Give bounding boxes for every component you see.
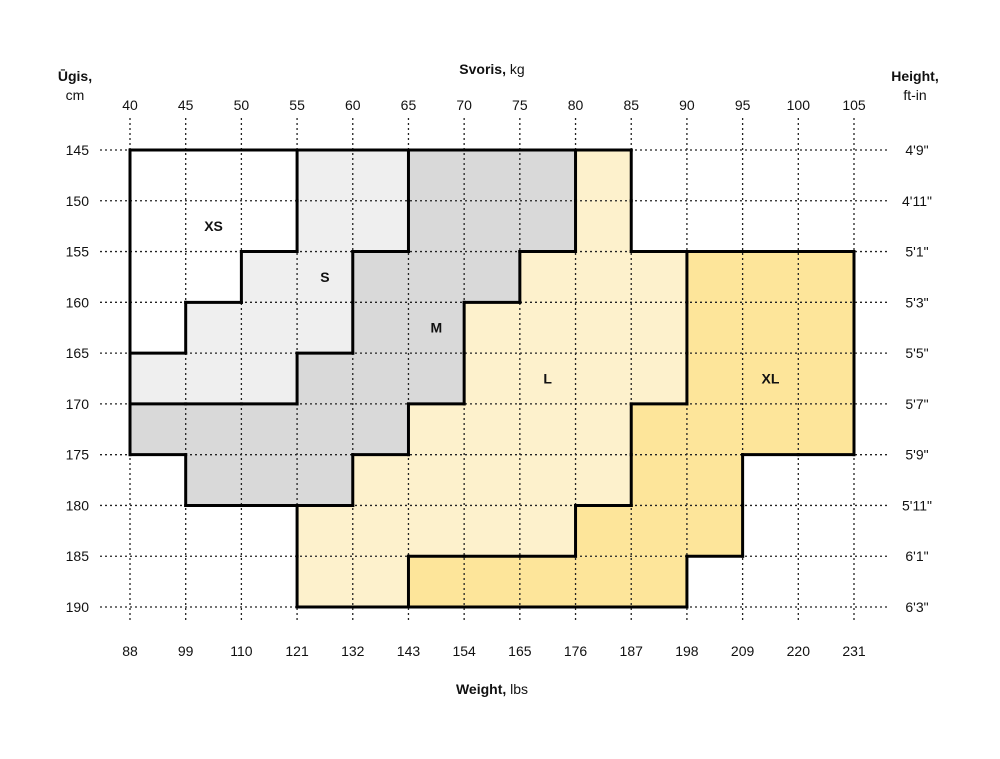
size-band-m <box>130 403 409 455</box>
x-axis-title-lbs-unit: lbs <box>506 681 528 697</box>
size-band-xl <box>686 353 854 404</box>
size-band-xs <box>130 150 298 201</box>
x-tick-lbs: 165 <box>508 643 532 659</box>
x-tick-lbs: 176 <box>564 643 588 659</box>
y-tick-ftin: 4'11" <box>902 193 932 209</box>
y-axis-title-cm: Ūgis, <box>58 68 92 84</box>
y-tick-ftin: 5'7" <box>905 396 928 412</box>
x-tick-lbs: 231 <box>842 643 866 659</box>
x-tick-kg: 60 <box>345 97 361 113</box>
x-tick-lbs: 99 <box>178 643 194 659</box>
y-tick-ftin: 5'5" <box>905 345 928 361</box>
y-tick-cm: 160 <box>66 294 90 310</box>
x-tick-lbs: 187 <box>620 643 644 659</box>
size-band-xl <box>575 505 743 557</box>
size-band-s <box>130 353 298 404</box>
size-band-s <box>185 302 353 354</box>
y-tick-ftin: 5'11" <box>902 497 932 513</box>
y-tick-ftin: 5'9" <box>905 447 928 463</box>
size-label-s: S <box>320 269 329 285</box>
y-axis-title-ftin: Height, <box>891 68 938 84</box>
y-tick-cm: 175 <box>66 447 90 463</box>
x-tick-lbs: 220 <box>787 643 811 659</box>
y-tick-ftin: 6'3" <box>905 599 928 615</box>
y-tick-cm: 170 <box>66 396 90 412</box>
x-tick-lbs: 209 <box>731 643 755 659</box>
x-tick-kg: 105 <box>842 97 866 113</box>
y-tick-ftin: 4'9" <box>905 142 928 158</box>
y-tick-ftin: 6'1" <box>905 548 928 564</box>
size-band-xs <box>130 200 298 252</box>
x-tick-lbs: 132 <box>341 643 365 659</box>
y-tick-ftin: 5'3" <box>905 294 928 310</box>
y-tick-cm: 190 <box>66 599 90 615</box>
size-band-m <box>408 150 576 201</box>
x-axis-title-kg-unit: kg <box>506 61 525 77</box>
x-tick-kg: 70 <box>456 97 472 113</box>
y-tick-cm: 145 <box>66 142 90 158</box>
size-band-xs <box>130 302 186 354</box>
y-axis-unit-ftin: ft-in <box>903 87 926 103</box>
x-tick-kg: 100 <box>787 97 811 113</box>
x-tick-kg: 85 <box>623 97 639 113</box>
y-tick-cm: 180 <box>66 497 90 513</box>
y-tick-ftin: 5'1" <box>905 244 928 260</box>
size-band-l <box>519 251 687 303</box>
x-tick-kg: 55 <box>289 97 305 113</box>
size-band-l <box>297 505 576 557</box>
size-label-l: L <box>543 371 552 387</box>
size-band-l <box>575 200 632 252</box>
size-band-xl <box>631 454 743 506</box>
x-tick-kg: 50 <box>234 97 250 113</box>
x-axis-title-kg-bold: Svoris, <box>459 61 506 77</box>
size-label-xs: XS <box>204 218 223 234</box>
x-tick-kg: 40 <box>122 97 138 113</box>
x-tick-lbs: 121 <box>285 643 309 659</box>
size-band-l <box>352 454 632 506</box>
x-tick-kg: 75 <box>512 97 528 113</box>
y-tick-cm: 165 <box>66 345 90 361</box>
y-tick-cm: 185 <box>66 548 90 564</box>
x-tick-lbs: 143 <box>397 643 421 659</box>
x-tick-kg: 95 <box>735 97 751 113</box>
x-tick-lbs: 154 <box>452 643 476 659</box>
y-tick-cm: 150 <box>66 193 90 209</box>
size-band-xl <box>408 556 687 607</box>
x-axis-title-lbs: Weight, lbs <box>456 681 528 697</box>
x-axis-title-kg: Svoris, kg <box>459 61 524 77</box>
size-label-xl: XL <box>762 371 780 387</box>
size-label-m: M <box>430 320 442 336</box>
x-tick-kg: 45 <box>178 97 194 113</box>
x-tick-lbs: 198 <box>675 643 699 659</box>
size-band-m <box>185 454 353 506</box>
x-tick-lbs: 88 <box>122 643 138 659</box>
x-tick-lbs: 110 <box>230 643 253 659</box>
size-band-xl <box>686 251 854 303</box>
size-band-m <box>408 200 576 252</box>
x-axis-title-lbs-bold: Weight, <box>456 681 506 697</box>
x-tick-kg: 80 <box>568 97 584 113</box>
x-tick-kg: 90 <box>679 97 695 113</box>
size-band-l <box>575 150 632 201</box>
y-tick-cm: 155 <box>66 244 90 260</box>
size-band-m <box>352 251 520 303</box>
size-band-m <box>297 353 465 404</box>
x-tick-kg: 65 <box>401 97 417 113</box>
y-axis-unit-cm: cm <box>66 87 85 103</box>
size-band-xl <box>686 302 854 354</box>
